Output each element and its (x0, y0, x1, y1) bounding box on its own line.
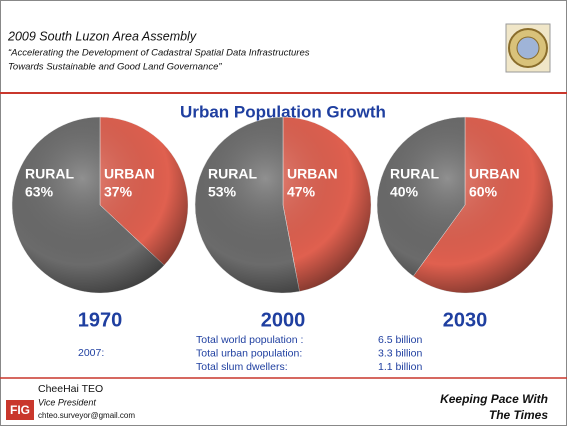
slice-value-label: 40% (390, 184, 419, 200)
stat-label: Total slum dwellers: (196, 361, 288, 373)
stats-label: 2007: (78, 347, 104, 359)
slice-name: URBAN (287, 166, 338, 182)
seal-logo (506, 24, 550, 72)
stat-label: Total world population : (196, 334, 303, 346)
stat-label: Total urban population: (196, 347, 302, 359)
stat-value: 3.3 billion (378, 347, 423, 359)
slice-name: URBAN (104, 166, 155, 182)
slice-value-label: 47% (287, 184, 316, 200)
chart-year: 2000 (261, 309, 306, 331)
globe-shade (377, 117, 553, 293)
chart-year: 2030 (443, 309, 488, 331)
slice-name: RURAL (390, 166, 439, 182)
stat-value: 6.5 billion (378, 334, 423, 346)
footer-role: Vice President (38, 397, 96, 407)
slice-value-label: 37% (104, 184, 133, 200)
fig-logo-text: FIG (10, 403, 30, 417)
slice-name: RURAL (208, 166, 257, 182)
slide: 2009 South Luzon Area Assembly “Accelera… (0, 0, 567, 426)
slice-value-label: 63% (25, 184, 54, 200)
header-subtitle: Towards Sustainable and Good Land Govern… (8, 62, 222, 73)
footer-name: CheeHai TEO (38, 383, 103, 395)
slice-value-label: 53% (208, 184, 237, 200)
footer-email: chteo.surveyor@gmail.com (38, 411, 135, 420)
slogan: Keeping Pace With (440, 392, 548, 406)
globe-shade (12, 117, 188, 293)
globe-shade (195, 117, 371, 293)
slice-value-label: 60% (469, 184, 498, 200)
stat-value: 1.1 billion (378, 361, 423, 373)
header-subtitle: “Accelerating the Development of Cadastr… (8, 48, 310, 59)
chart-year: 1970 (78, 309, 123, 331)
slogan: The Times (489, 408, 548, 422)
slice-name: RURAL (25, 166, 74, 182)
header-title: 2009 South Luzon Area Assembly (7, 29, 197, 43)
slice-name: URBAN (469, 166, 520, 182)
